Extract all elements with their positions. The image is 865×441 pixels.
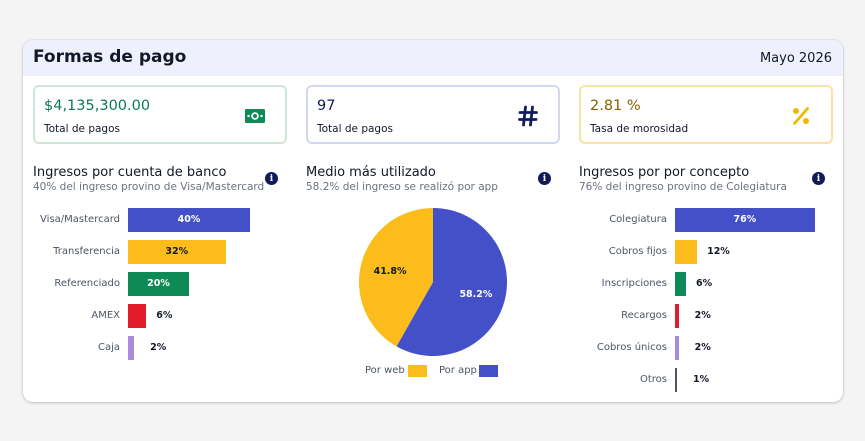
pie-slice[interactable] <box>359 208 433 347</box>
info-icon[interactable]: i <box>538 172 551 185</box>
hash-icon <box>516 104 540 128</box>
legend-swatch <box>408 365 427 377</box>
bar[interactable] <box>675 368 677 392</box>
bar[interactable] <box>128 240 226 264</box>
bar-label: AMEX <box>91 310 120 321</box>
legend-label: Por web <box>365 365 405 376</box>
bar-label: Transferencia <box>53 246 120 257</box>
bar-label: Otros <box>639 374 667 385</box>
bar-label: Cobros fijos <box>608 246 667 257</box>
legend-label: Por app <box>439 365 477 376</box>
legend-swatch <box>479 365 498 377</box>
bank-panel-subtitle: 40% del ingreso provino de Visa/Masterca… <box>33 181 265 193</box>
bar-label: Caja <box>97 342 120 353</box>
pie-slice[interactable] <box>396 208 507 356</box>
bar-value-label: 2% <box>694 342 711 353</box>
medio-pie-chart: 58.2% 41.8% <box>359 208 507 356</box>
pie-slice-label: 41.8% <box>374 266 407 277</box>
bar[interactable] <box>675 208 815 232</box>
bar-label: Colegiatura <box>609 214 667 225</box>
bar[interactable] <box>675 272 687 296</box>
kpi-total-count: 97 Total de pagos <box>306 85 560 144</box>
bar-value-label: 2% <box>150 342 167 353</box>
kpi-label: Total de pagos <box>44 123 120 135</box>
money-icon <box>243 104 267 128</box>
bar-value-label: 1% <box>693 374 710 385</box>
page-title: Formas de pago <box>33 47 187 67</box>
bar-value-label: 32% <box>165 246 189 257</box>
payment-methods-card: Formas de pago Mayo 2026 $4,135,300.00 T… <box>23 40 843 402</box>
bar-value-label: 40% <box>177 214 201 225</box>
info-icon[interactable]: i <box>265 172 278 185</box>
bar-value-label: 6% <box>696 278 713 289</box>
bar-value-label: 20% <box>147 278 170 289</box>
bar[interactable] <box>675 336 679 360</box>
bar[interactable] <box>675 304 679 328</box>
bar-label: Referenciado <box>54 278 120 289</box>
bar-label: Recargos <box>621 310 667 321</box>
info-icon[interactable]: i <box>812 172 825 185</box>
kpi-total-amount: $4,135,300.00 Total de pagos <box>33 85 287 144</box>
bar[interactable] <box>128 336 135 360</box>
card-header: Formas de pago Mayo 2026 <box>23 40 843 76</box>
kpi-delinquency-rate: 2.81 % Tasa de morosidad <box>579 85 833 144</box>
bar-label: Visa/Mastercard <box>40 214 120 225</box>
bar[interactable] <box>675 240 698 264</box>
kpi-value: 97 <box>317 98 336 114</box>
bank-panel-title: Ingresos por cuenta de banco <box>33 165 227 180</box>
kpi-value: 2.81 % <box>590 98 641 114</box>
kpi-label: Tasa de morosidad <box>590 123 689 135</box>
bar-value-label: 2% <box>694 310 711 321</box>
bar[interactable] <box>128 272 189 296</box>
bar-value-label: 76% <box>733 214 757 225</box>
pie-slice-label: 58.2% <box>459 289 492 300</box>
concepto-panel-subtitle: 76% del ingreso provino de Colegiatura <box>579 181 787 193</box>
medio-panel-subtitle: 58.2% del ingreso se realizó por app <box>306 181 498 193</box>
bar-value-label: 12% <box>707 246 730 257</box>
bar[interactable] <box>128 304 147 328</box>
bar-label: Cobros únicos <box>596 342 667 353</box>
bar-value-label: 6% <box>156 310 173 321</box>
medio-panel-title: Medio más utilizado <box>306 165 436 180</box>
percent-icon <box>789 104 813 128</box>
concepto-panel-title: Ingresos por por concepto <box>579 165 750 180</box>
bar[interactable] <box>128 208 250 232</box>
kpi-value: $4,135,300.00 <box>44 98 151 114</box>
period-date: Mayo 2026 <box>759 51 832 66</box>
bar-label: Inscripciones <box>601 278 667 289</box>
kpi-label: Total de pagos <box>317 123 393 135</box>
